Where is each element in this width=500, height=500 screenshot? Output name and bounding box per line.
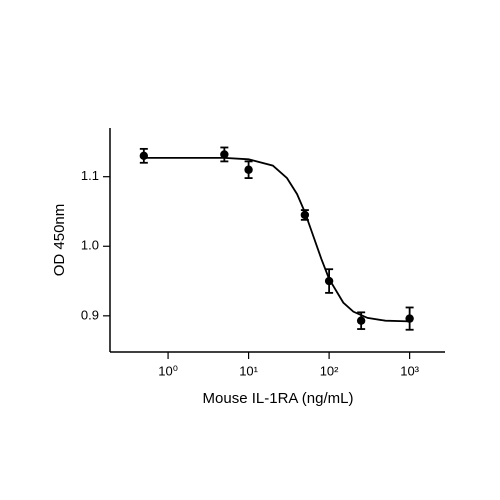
- fit-curve: [143, 157, 410, 323]
- y-tick-label: 1.1: [81, 168, 99, 183]
- y-tick-label: 1.0: [81, 238, 99, 253]
- x-tick-label: 10⁰: [158, 363, 178, 378]
- y-tick-label: 0.9: [81, 307, 99, 322]
- x-tick-label: 10²: [320, 363, 339, 378]
- data-point: [220, 150, 229, 159]
- y-axis-title: OD 450nm: [51, 204, 68, 277]
- x-tick-label: 10¹: [239, 363, 258, 378]
- x-axis-title: Mouse IL-1RA (ng/mL): [203, 390, 354, 407]
- data-point: [356, 316, 366, 325]
- x-tick-label: 10³: [400, 363, 419, 378]
- data-point: [244, 165, 253, 174]
